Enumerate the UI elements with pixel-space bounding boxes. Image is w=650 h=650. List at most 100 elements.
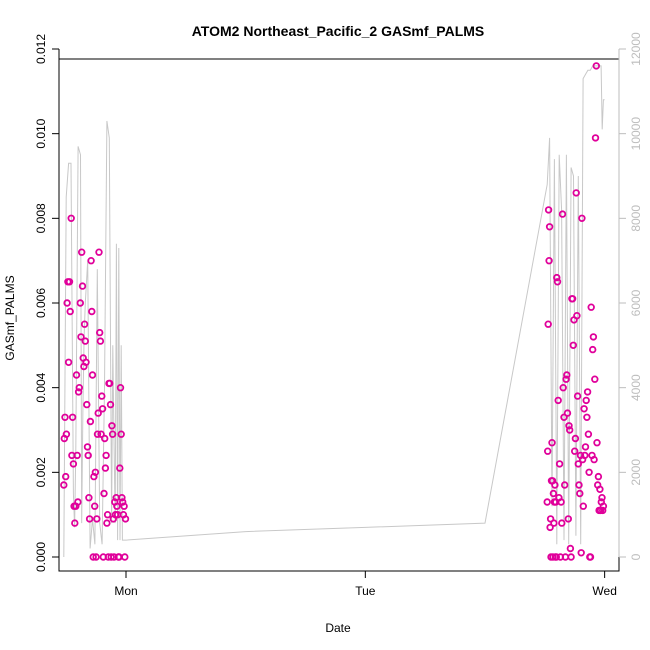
data-point bbox=[586, 553, 595, 561]
data-point bbox=[121, 553, 129, 561]
data-point bbox=[115, 553, 123, 561]
data-point bbox=[118, 498, 127, 506]
data-point bbox=[113, 502, 121, 510]
y-axis-label: GASmf_PALMS bbox=[3, 275, 17, 360]
y-axis-right: 0 2000 4000 6000 8000 10000 12000 bbox=[618, 32, 643, 560]
y-left-tick-label: 0.012 bbox=[34, 34, 48, 64]
data-point bbox=[105, 379, 114, 388]
data-point bbox=[591, 375, 599, 383]
data-point bbox=[81, 337, 89, 345]
x-tick-label: Mon bbox=[114, 584, 137, 598]
data-point bbox=[61, 472, 70, 481]
data-point bbox=[116, 384, 125, 392]
data-point bbox=[543, 498, 551, 506]
data-point bbox=[71, 519, 79, 527]
data-point bbox=[78, 282, 87, 290]
data-point bbox=[554, 396, 562, 405]
data-point bbox=[103, 511, 112, 519]
data-point bbox=[102, 451, 110, 460]
data-point bbox=[578, 214, 586, 222]
data-point bbox=[544, 320, 552, 328]
data-point bbox=[576, 489, 584, 498]
data-point bbox=[63, 299, 71, 307]
data-point bbox=[93, 515, 101, 523]
data-point bbox=[571, 434, 580, 443]
data-point bbox=[80, 320, 89, 328]
data-point bbox=[90, 502, 99, 510]
data-point bbox=[95, 248, 103, 256]
data-point bbox=[61, 413, 69, 421]
y-right-tick-label: 2000 bbox=[629, 459, 643, 486]
y-left-tick-label: 0.010 bbox=[34, 118, 48, 148]
data-point bbox=[88, 307, 96, 316]
data-point bbox=[74, 498, 82, 506]
data-point bbox=[549, 489, 558, 498]
data-point bbox=[93, 430, 102, 438]
data-point bbox=[564, 515, 572, 523]
data-point bbox=[563, 409, 572, 417]
data-point bbox=[548, 439, 556, 447]
data-point bbox=[94, 409, 102, 417]
data-point bbox=[75, 384, 83, 392]
data-point bbox=[581, 451, 589, 460]
data-point bbox=[545, 257, 553, 265]
data-point bbox=[573, 392, 582, 400]
data-point bbox=[568, 295, 577, 303]
data-point bbox=[552, 553, 560, 561]
y-left-tick-label: 0.008 bbox=[34, 203, 48, 233]
data-point bbox=[68, 413, 77, 421]
data-point bbox=[76, 299, 84, 307]
data-point bbox=[585, 468, 593, 476]
data-point bbox=[559, 384, 567, 392]
data-point bbox=[569, 341, 577, 349]
y-right-tick-label: 8000 bbox=[629, 205, 643, 232]
data-point bbox=[65, 278, 74, 286]
data-point bbox=[100, 434, 109, 443]
data-point bbox=[565, 422, 573, 430]
data-point bbox=[575, 481, 583, 489]
data-point bbox=[108, 422, 116, 430]
data-point bbox=[566, 426, 574, 434]
plot-frame bbox=[58, 58, 620, 572]
altitude-line-layer bbox=[63, 65, 605, 558]
data-point bbox=[100, 489, 108, 498]
data-point bbox=[581, 443, 590, 451]
data-point bbox=[593, 439, 601, 447]
data-point bbox=[550, 519, 558, 527]
data-point bbox=[108, 430, 117, 438]
data-point bbox=[118, 494, 126, 502]
data-point bbox=[96, 337, 105, 345]
data-point bbox=[558, 519, 566, 527]
y-right-tick-label: 4000 bbox=[629, 374, 643, 401]
data-point bbox=[580, 405, 588, 413]
data-point bbox=[92, 553, 100, 561]
data-point bbox=[74, 388, 83, 396]
data-point bbox=[574, 460, 582, 468]
data-point bbox=[544, 206, 553, 214]
data-point bbox=[571, 447, 579, 455]
data-point bbox=[67, 214, 75, 222]
data-point bbox=[103, 519, 111, 527]
data-point bbox=[86, 417, 95, 426]
data-point bbox=[561, 553, 570, 561]
data-point bbox=[599, 502, 608, 510]
y-right-tick-label: 10000 bbox=[629, 117, 643, 151]
data-point bbox=[121, 515, 130, 523]
x-tick-label: Tue bbox=[355, 584, 376, 598]
data-point bbox=[553, 278, 562, 286]
data-point bbox=[583, 388, 592, 396]
data-point bbox=[101, 464, 110, 472]
data-point bbox=[590, 455, 598, 464]
y-left-tick-label: 0.006 bbox=[34, 288, 48, 318]
chart-title: ATOM2 Northeast_Pacific_2 GASmf_PALMS bbox=[192, 23, 485, 39]
data-point bbox=[107, 553, 115, 561]
data-point bbox=[584, 430, 593, 438]
y-left-tick-label: 0.004 bbox=[34, 372, 48, 402]
data-point bbox=[77, 333, 85, 341]
data-point bbox=[69, 460, 78, 468]
data-point bbox=[558, 210, 567, 218]
y-right-tick-label: 6000 bbox=[629, 289, 643, 316]
data-point bbox=[598, 494, 606, 502]
data-point bbox=[553, 273, 561, 282]
